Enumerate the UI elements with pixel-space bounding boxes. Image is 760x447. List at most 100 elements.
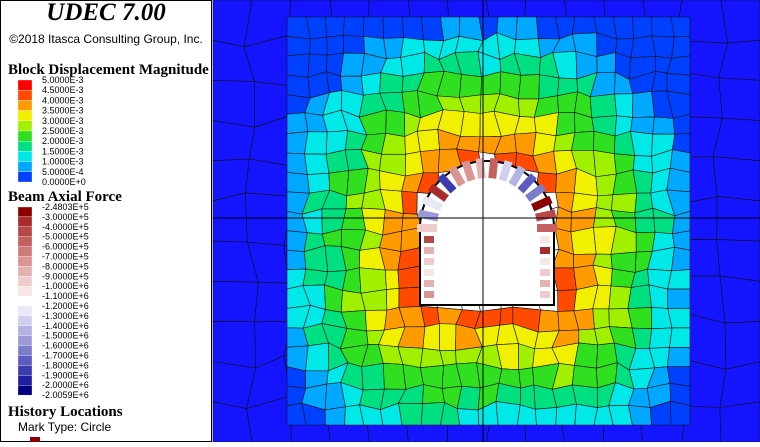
beam-element xyxy=(540,291,550,298)
block xyxy=(416,128,440,152)
beam-element xyxy=(508,165,526,187)
block xyxy=(419,149,440,174)
block xyxy=(627,284,652,309)
block xyxy=(514,132,537,157)
legend-swatch xyxy=(17,171,33,183)
legend-label: 1.0000E-3 xyxy=(42,157,84,167)
block xyxy=(557,91,578,113)
legend-swatch xyxy=(17,206,33,218)
legend-label: -1.9000E+6 xyxy=(42,370,89,380)
block xyxy=(421,16,444,42)
legend-swatch xyxy=(17,315,33,326)
block xyxy=(304,153,330,175)
block xyxy=(305,342,329,372)
block xyxy=(302,268,329,286)
block xyxy=(456,408,480,426)
block xyxy=(651,16,675,38)
legend-label: -5.0000E+5 xyxy=(42,232,89,242)
block xyxy=(383,37,404,60)
legend-label: 2.5000E-3 xyxy=(42,126,84,136)
legend-swatch xyxy=(17,110,33,121)
legend-label: 4.0000E-3 xyxy=(42,95,84,105)
block xyxy=(212,321,256,369)
legend-title: History Locations xyxy=(8,404,123,420)
block xyxy=(712,156,760,202)
legend-label: -1.1000E+6 xyxy=(42,291,89,301)
block xyxy=(635,231,656,253)
beam-element xyxy=(437,173,457,194)
block xyxy=(254,281,293,323)
block xyxy=(286,249,307,270)
block xyxy=(401,190,418,215)
legend-label: -1.0000E+6 xyxy=(42,281,89,291)
block xyxy=(684,72,723,119)
block xyxy=(651,35,675,59)
block xyxy=(666,167,691,193)
block xyxy=(648,284,669,309)
legend-label: 4.5000E-3 xyxy=(42,85,84,95)
beam-element xyxy=(424,280,434,287)
legend-label: 5.0000E-4 xyxy=(42,167,84,177)
legend-swatch xyxy=(17,100,33,111)
block xyxy=(574,342,599,369)
legend-swatch xyxy=(17,305,33,317)
block xyxy=(670,16,691,38)
legend-swatch xyxy=(17,216,33,227)
legend-label: 3.5000E-3 xyxy=(42,106,84,116)
block xyxy=(401,16,424,41)
block xyxy=(518,367,535,389)
legend-swatch xyxy=(17,246,33,257)
legend-label: -2.0000E+6 xyxy=(42,380,89,390)
block xyxy=(324,406,346,426)
block xyxy=(555,112,576,137)
block xyxy=(593,149,617,178)
mark-type: Mark Type: Circle xyxy=(18,420,111,434)
legend-swatch xyxy=(17,345,33,356)
beam-element xyxy=(540,258,550,265)
block xyxy=(304,131,328,155)
beam-element xyxy=(517,173,537,194)
block xyxy=(365,309,388,332)
block xyxy=(634,207,656,234)
beam-element xyxy=(540,247,550,254)
block xyxy=(649,327,673,349)
block xyxy=(286,172,310,194)
block xyxy=(422,323,441,351)
block xyxy=(610,192,638,214)
legend-label: -1.5000E+6 xyxy=(42,331,89,341)
block xyxy=(535,407,558,426)
copyright: ©2018 Itasca Consulting Group, Inc. xyxy=(9,32,203,46)
block xyxy=(630,116,655,135)
block xyxy=(712,117,760,162)
legend-label: -3.0000E+5 xyxy=(42,212,89,222)
block xyxy=(627,307,653,330)
block xyxy=(495,401,521,426)
model-view xyxy=(212,0,760,443)
beam-element xyxy=(448,165,466,187)
legend-swatch xyxy=(17,79,33,91)
block xyxy=(630,35,657,59)
block xyxy=(360,289,388,311)
block xyxy=(398,402,423,426)
block xyxy=(632,90,655,118)
legend-swatch xyxy=(17,365,33,376)
legend-label: -1.3000E+6 xyxy=(42,311,89,321)
block xyxy=(666,346,691,368)
beam-element xyxy=(461,160,476,182)
block xyxy=(555,403,577,426)
legend-swatch xyxy=(17,130,33,142)
legend-swatch xyxy=(17,236,33,247)
block xyxy=(459,74,482,98)
block xyxy=(212,120,256,162)
legend-title: Beam Axial Force xyxy=(8,189,122,205)
block xyxy=(517,74,540,100)
block xyxy=(212,280,259,323)
legend-swatch xyxy=(17,355,33,366)
legend-swatch xyxy=(17,325,33,336)
block xyxy=(589,93,617,118)
block xyxy=(286,74,311,99)
legend-swatch xyxy=(17,120,33,132)
legend-label: -1.6000E+6 xyxy=(42,341,89,351)
block xyxy=(632,16,653,39)
